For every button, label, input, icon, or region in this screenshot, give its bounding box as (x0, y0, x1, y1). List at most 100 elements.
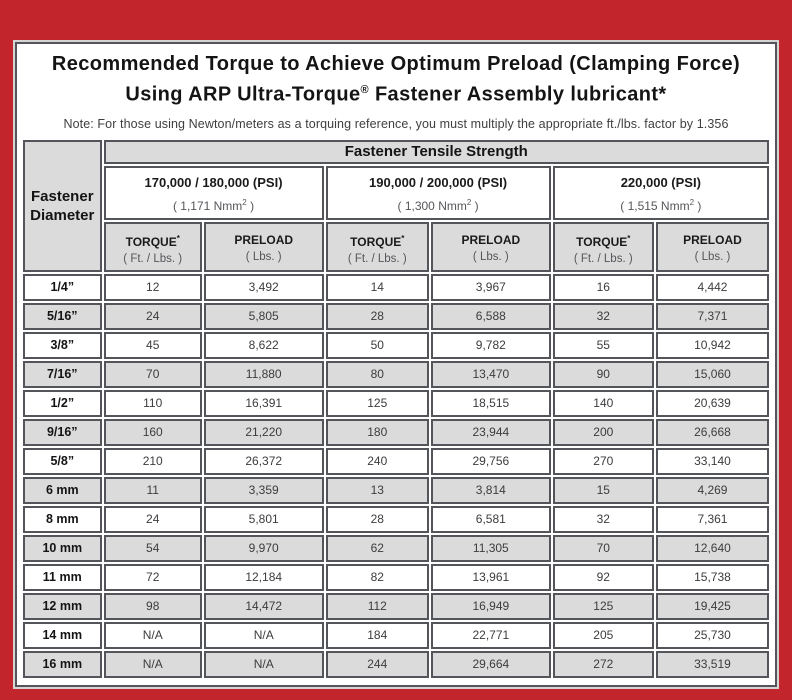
preload-value-cell: 4,442 (655, 273, 769, 301)
torque-value-cell: 12 (103, 273, 202, 301)
torque-value-cell: 140 (552, 389, 654, 417)
tensile-strength-row: Fastener Diameter Fastener Tensile Stren… (23, 139, 769, 272)
torque-value-cell: 32 (552, 302, 654, 330)
table-row: 1/4” 12 3,492 14 3,967 16 4,442 (23, 273, 769, 301)
torque-value-cell: 272 (552, 650, 654, 678)
table-row: 7/16” 70 11,880 80 13,470 90 15,060 (23, 360, 769, 388)
psi-value: 190,000 / 200,000 (PSI) (369, 174, 508, 190)
torque-units: ( Ft. / Lbs. ) (123, 252, 183, 265)
diameter-header-line1: Fastener (31, 187, 94, 205)
preload-value-cell: 15,738 (655, 563, 769, 591)
torque-value-cell: 11 (103, 476, 202, 504)
preload-units: ( Lbs. ) (245, 251, 282, 264)
nmm-text: ) (471, 198, 479, 213)
preload-value-cell: 3,492 (203, 273, 324, 301)
asterisk: * (401, 233, 405, 243)
torque-value-cell: 54 (103, 534, 202, 562)
torque-value-cell: 50 (325, 331, 429, 359)
preload-value-cell: 16,391 (203, 389, 324, 417)
torque-value-cell: 112 (325, 592, 429, 620)
table-row: 10 mm 54 9,970 62 11,305 70 12,640 (23, 534, 769, 562)
note-text: Note: For those using Newton/meters as a… (63, 116, 729, 131)
fastener-diameter-cell: 5/16” (23, 302, 102, 330)
torque-value-cell: 72 (103, 563, 202, 591)
torque-units: ( Ft. / Lbs. ) (347, 252, 407, 265)
preload-units: ( Lbs. ) (694, 251, 731, 264)
preload-value-cell: 11,880 (203, 360, 324, 388)
torque-value-cell: 32 (552, 505, 654, 533)
table-row: 11 mm 72 12,184 82 13,961 92 15,738 (23, 563, 769, 591)
content-panel: Recommended Torque to Achieve Optimum Pr… (13, 40, 779, 689)
torque-value-cell: 210 (103, 447, 202, 475)
preload-value-cell: 21,220 (203, 418, 324, 446)
torque-value-cell: 205 (552, 621, 654, 649)
torque-value-cell: 24 (103, 505, 202, 533)
preload-value-cell: 18,515 (431, 389, 551, 417)
torque-value-cell: 200 (552, 418, 654, 446)
preload-value-cell: 13,961 (431, 563, 551, 591)
preload-column-header: PRELOAD ( Lbs. ) (431, 221, 551, 272)
preload-label: PRELOAD (683, 233, 742, 248)
torque-value-cell: 28 (325, 505, 429, 533)
fastener-diameter-cell: 9/16” (23, 418, 102, 446)
asterisk: * (627, 233, 631, 243)
preload-value-cell: 33,140 (655, 447, 769, 475)
psi-group-header: 190,000 / 200,000 (PSI) ( 1,300 Nmm2 ) (325, 165, 551, 220)
nmm-text: ( 1,515 Nmm (620, 198, 690, 213)
torque-value-cell: 92 (552, 563, 654, 591)
preload-value-cell: 29,756 (431, 447, 551, 475)
fastener-diameter-header: Fastener Diameter (23, 139, 102, 272)
table-row: 8 mm 24 5,801 28 6,581 32 7,361 (23, 505, 769, 533)
nmm-value: ( 1,171 Nmm2 ) (106, 193, 322, 216)
torque-value-cell: 70 (103, 360, 202, 388)
table-row: 14 mm N/A N/A 184 22,771 205 25,730 (23, 621, 769, 649)
table-row: 1/2” 110 16,391 125 18,515 140 20,639 (23, 389, 769, 417)
table-row: 16 mm N/A N/A 244 29,664 272 33,519 (23, 650, 769, 678)
nmm-value: ( 1,515 Nmm2 ) (555, 193, 767, 216)
nmm-value: ( 1,300 Nmm2 ) (328, 193, 549, 216)
preload-value-cell: 4,269 (655, 476, 769, 504)
table-body: 1/4” 12 3,492 14 3,967 16 4,442 5/16” 24… (23, 273, 769, 678)
preload-value-cell: 26,668 (655, 418, 769, 446)
torque-value-cell: 45 (103, 331, 202, 359)
asterisk: * (176, 233, 180, 243)
page-title-line2: Using ARP Ultra-Torque® Fastener Assembl… (17, 77, 775, 108)
preload-value-cell: 25,730 (655, 621, 769, 649)
preload-value-cell: 5,801 (203, 505, 324, 533)
torque-value-cell: 24 (103, 302, 202, 330)
preload-value-cell: 13,470 (431, 360, 551, 388)
superscript-2: 2 (689, 197, 695, 207)
table-row: 3/8” 45 8,622 50 9,782 55 10,942 (23, 331, 769, 359)
preload-value-cell: 7,361 (655, 505, 769, 533)
torque-value-cell: N/A (103, 621, 202, 649)
column-header-row: TORQUE* ( Ft. / Lbs. ) PRELOAD ( Lbs. ) … (23, 221, 769, 272)
preload-value-cell: 16,949 (431, 592, 551, 620)
torque-value-cell: 160 (103, 418, 202, 446)
psi-value: 220,000 (PSI) (620, 174, 701, 190)
preload-value-cell: 26,372 (203, 447, 324, 475)
preload-value-cell: 7,371 (655, 302, 769, 330)
torque-value-cell: 15 (552, 476, 654, 504)
psi-group-row: 170,000 / 180,000 (PSI) ( 1,171 Nmm2 ) 1… (23, 165, 769, 220)
table-row: 5/8” 210 26,372 240 29,756 270 33,140 (23, 447, 769, 475)
nmm-text: ) (246, 198, 255, 213)
nmm-text: ) (694, 198, 702, 213)
fastener-diameter-cell: 8 mm (23, 505, 102, 533)
psi-group-header: 170,000 / 180,000 (PSI) ( 1,171 Nmm2 ) (103, 165, 324, 220)
table-header: Fastener Diameter Fastener Tensile Stren… (23, 139, 769, 272)
page-title-line1: Recommended Torque to Achieve Optimum Pr… (51, 53, 741, 75)
preload-value-cell: 9,782 (431, 331, 551, 359)
preload-value-cell: 12,184 (203, 563, 324, 591)
fastener-diameter-cell: 3/8” (23, 331, 102, 359)
torque-column-header: TORQUE* ( Ft. / Lbs. ) (552, 221, 654, 272)
preload-value-cell: 19,425 (655, 592, 769, 620)
preload-column-header: PRELOAD ( Lbs. ) (655, 221, 769, 272)
preload-value-cell: 8,622 (203, 331, 324, 359)
torque-column-header: TORQUE* ( Ft. / Lbs. ) (325, 221, 429, 272)
preload-value-cell: 10,942 (655, 331, 769, 359)
torque-value-cell: 82 (325, 563, 429, 591)
torque-value-cell: 125 (552, 592, 654, 620)
preload-value-cell: 3,359 (203, 476, 324, 504)
torque-value-cell: 184 (325, 621, 429, 649)
